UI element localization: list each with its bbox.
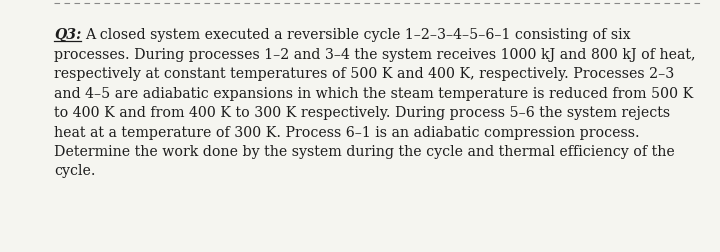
Text: processes. During processes 1–2 and 3–4 the system receives 1000 kJ and 800 kJ o: processes. During processes 1–2 and 3–4 … (54, 47, 696, 61)
Text: respectively at constant temperatures of 500 K and 400 K, respectively. Processe: respectively at constant temperatures of… (54, 67, 674, 81)
Text: heat at a temperature of 300 K. Process 6–1 is an adiabatic compression process.: heat at a temperature of 300 K. Process … (54, 125, 639, 139)
Text: to 400 K and from 400 K to 300 K respectively. During process 5–6 the system rej: to 400 K and from 400 K to 300 K respect… (54, 106, 670, 119)
Text: Determine the work done by the system during the cycle and thermal efficiency of: Determine the work done by the system du… (54, 144, 675, 158)
Text: cycle.: cycle. (54, 164, 96, 178)
Text: and 4–5 are adiabatic expansions in which the steam temperature is reduced from : and 4–5 are adiabatic expansions in whic… (54, 86, 693, 100)
Text: A closed system executed a reversible cycle 1–2–3–4–5–6–1 consisting of six: A closed system executed a reversible cy… (86, 28, 631, 42)
Text: Q3:: Q3: (54, 28, 81, 42)
